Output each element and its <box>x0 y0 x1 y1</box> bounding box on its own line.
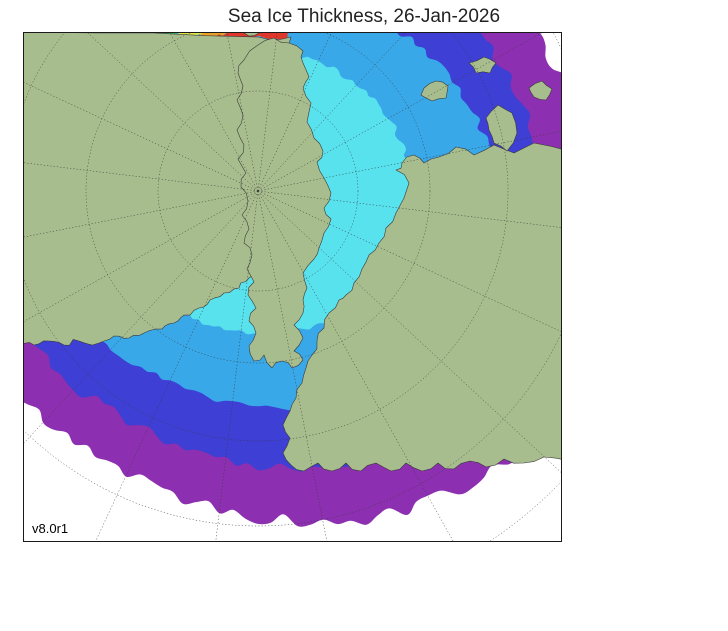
svg-text:v8.0r1: v8.0r1 <box>32 521 68 536</box>
